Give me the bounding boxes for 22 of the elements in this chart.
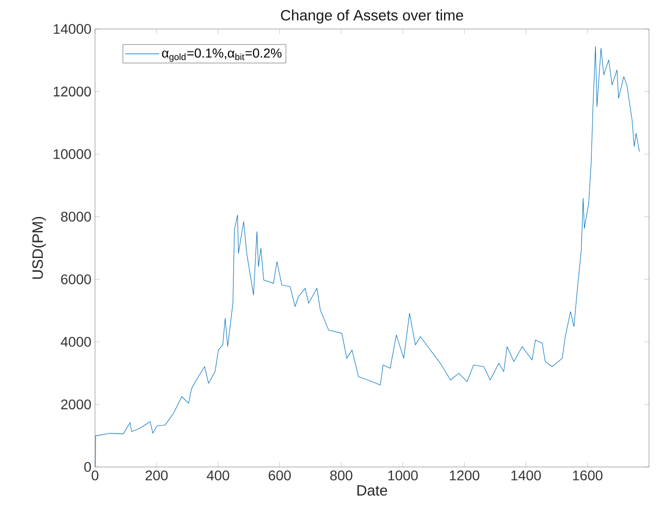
x-tick-label: 0 (92, 470, 98, 480)
x-tick-label: 800 (330, 470, 352, 480)
y-tick-label: 6000 (61, 274, 91, 284)
x-tick-label: 600 (268, 470, 291, 480)
y-axis-title: USD(PM) (32, 216, 46, 279)
x-tick-label: 1000 (388, 470, 418, 480)
y-tick-label: 14000 (54, 24, 91, 34)
y-tick-label: 10000 (54, 149, 91, 160)
y-tick-label: 2000 (61, 399, 91, 410)
legend-label: α$_{gold}$=0.1%,α$_{bit}$=0.2% (162, 48, 282, 62)
x-tick-label: 400 (206, 470, 230, 480)
x-tick-label: 1400 (511, 470, 541, 480)
x-tick-label: 200 (146, 470, 168, 480)
line-series (95, 46, 640, 467)
x-tick-label: 1600 (573, 470, 602, 480)
chart-title: Change of Assets over time (280, 10, 464, 24)
y-tick-label: 4000 (60, 336, 91, 347)
y-tick-label: 0 (84, 462, 91, 472)
y-tick-label: 12000 (54, 86, 91, 96)
x-axis-title: Date (357, 485, 388, 496)
x-tick-label: 1200 (450, 470, 480, 480)
y-tick-label: 8000 (61, 212, 91, 222)
